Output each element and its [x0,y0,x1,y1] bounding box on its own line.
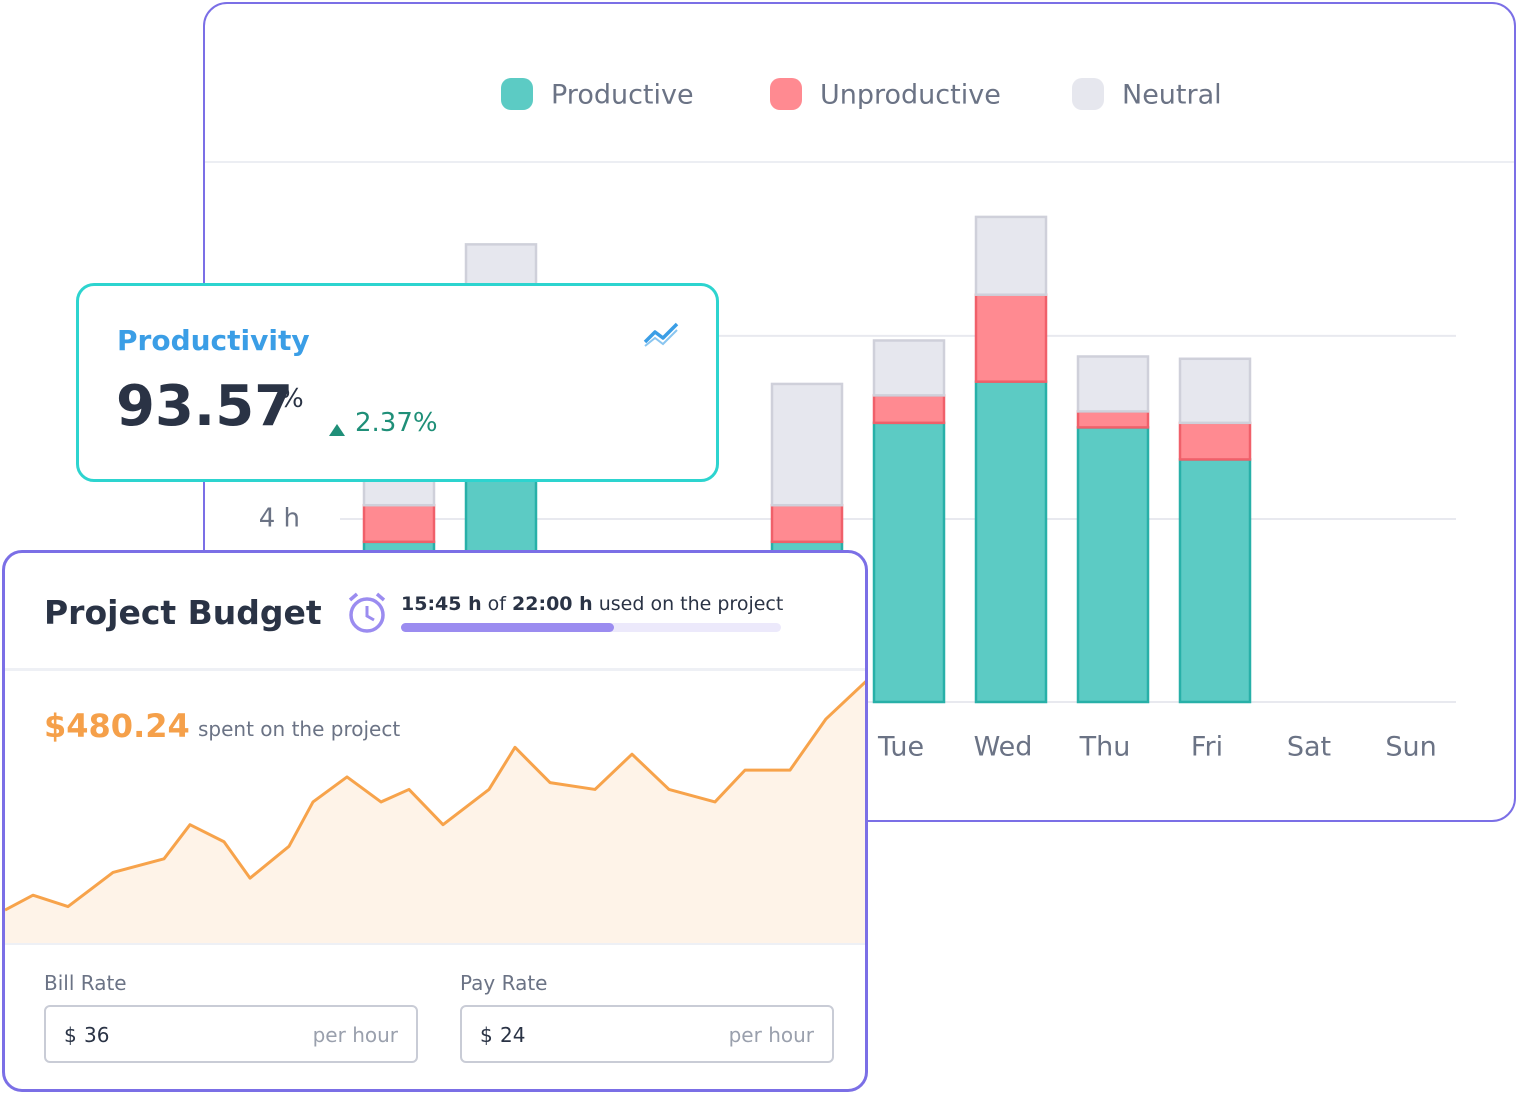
clock-icon [348,592,386,633]
legend-swatch [501,78,533,110]
x-tick-label: Sat [1287,732,1331,763]
rate-unit: per hour [312,1023,398,1047]
change: 2.37% [355,408,438,438]
bar-segment [872,339,946,397]
bar-segment [1076,355,1150,413]
x-tick-label: Fri [1191,732,1223,763]
bar-segment [872,394,946,425]
spend-line [5,680,865,912]
spend-chart [5,680,865,943]
bar-segment [872,421,946,704]
total: 22:00 h [512,593,593,615]
x-tick-label: Wed [974,732,1033,763]
trend-icon [643,322,679,347]
productivity-card: Productivity 93.57 % 2.37% [76,283,719,482]
divider [5,668,865,671]
bar-segment [770,503,844,544]
divider [5,943,865,945]
legend-label: Unproductive [820,80,1001,111]
unit: % [279,384,304,414]
usage-text: 15:45 h of 22:00 h used on the project [401,593,783,615]
rate-unit: per hour [728,1023,814,1047]
up-arrow [329,424,345,436]
area-fill [5,682,865,943]
bar-segment [1178,357,1252,425]
bar-segment [974,293,1048,383]
bar-segment [974,215,1048,296]
of: of [487,593,506,615]
x-tick-label: Tue [877,732,924,763]
field-label: Pay Rate [460,971,548,995]
x-tick-label: Sun [1385,732,1436,763]
bar-segment [770,382,844,507]
bar-segment [362,503,436,544]
legend-swatch [1072,78,1104,110]
productivity-value: 93.57 [116,374,294,439]
y-tick-label: 4 h [259,503,300,533]
spent-amount: $480.24 [44,707,190,745]
bar-segment [1076,426,1150,704]
currency: $ [480,1023,493,1047]
card-title: Productivity [117,324,310,357]
input-field: $36 per hour [44,1005,418,1063]
card-title: Project Budget [44,593,322,632]
currency: $ [64,1023,77,1047]
used-text: used on the project [598,593,784,615]
used: 15:45 h [401,593,482,615]
spent-text: spent on the project [198,717,401,741]
budget-card: Project Budget 15:45 h of 22:00 h used o… [2,550,868,1092]
input-field: $24 per hour [460,1005,834,1063]
progress-track [401,623,781,632]
progress-fill [401,623,614,632]
rate-value: 36 [84,1023,110,1047]
legend-label: Neutral [1122,80,1222,111]
x-tick-label: Thu [1079,732,1131,763]
rate-value: 24 [500,1023,526,1047]
bar-segment [1076,410,1150,429]
legend-label: Productive [551,80,694,111]
field-label: Bill Rate [44,971,127,995]
legend-swatch [770,78,802,110]
bar-segment [1178,458,1252,704]
bar-segment [974,380,1048,704]
bar-segment [1178,421,1252,461]
